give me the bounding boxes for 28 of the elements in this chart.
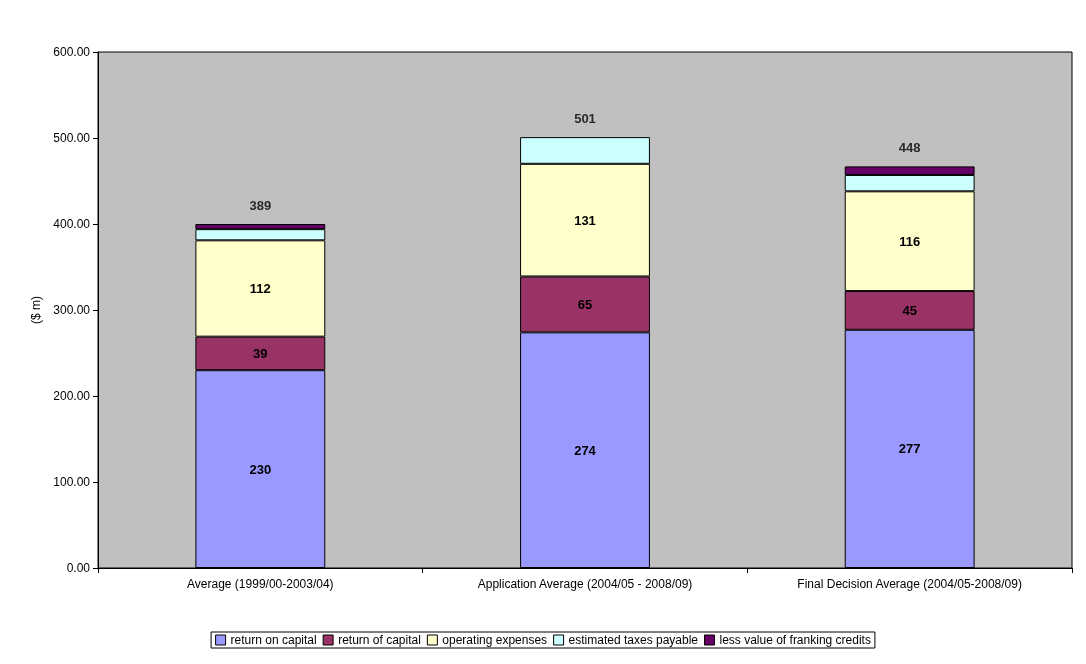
data-label: 277 xyxy=(898,441,921,457)
data-label: 274 xyxy=(574,442,597,458)
y-tick-label: 300.00 xyxy=(53,303,91,317)
legend-label: return on capital xyxy=(230,633,317,647)
x-tick-label: Average (1999/00-2003/04) xyxy=(187,577,334,591)
data-label: 230 xyxy=(249,461,272,477)
x-tick-label: Final Decision Average (2004/05-2008/09) xyxy=(797,577,1022,591)
legend-label: less value of franking credits xyxy=(719,633,871,647)
annotation: 389 xyxy=(249,198,272,213)
data-label: 45 xyxy=(902,302,917,318)
y-tick-label: 400.00 xyxy=(53,217,91,231)
data-label: 116 xyxy=(899,233,921,249)
y-axis-title: ($ m) xyxy=(29,296,44,324)
legend-label: estimated taxes payable xyxy=(568,633,699,647)
annotation: 501 xyxy=(574,111,596,127)
x-tick-label: Application Average (2004/05 - 2008/09) xyxy=(477,577,693,591)
y-tick-label: 100.00 xyxy=(53,475,91,489)
data-label: 112 xyxy=(249,281,271,296)
y-tick-label: 0.00 xyxy=(66,561,91,575)
y-tick-label: 500.00 xyxy=(53,131,91,145)
annotation: 448 xyxy=(898,140,921,156)
y-tick-label: 600.00 xyxy=(53,45,91,59)
data-label: 39 xyxy=(253,345,268,361)
data-label: 65 xyxy=(577,296,593,312)
legend-label: return of capital xyxy=(338,633,421,647)
data-label: 131 xyxy=(574,212,596,228)
legend-label: operating expenses xyxy=(442,633,548,647)
y-tick-label: 200.00 xyxy=(53,389,91,403)
